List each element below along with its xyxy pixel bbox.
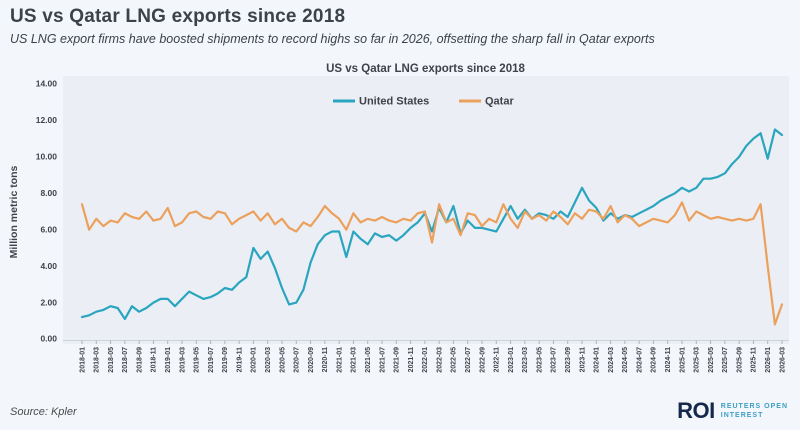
x-tick-label: 2024-03 (608, 347, 615, 373)
y-tick-label: 2.00 (40, 297, 57, 307)
x-tick-label: 2018-01 (79, 347, 86, 373)
x-tick-label: 2024-09 (651, 347, 658, 373)
x-tick-label: 2024-07 (636, 347, 643, 373)
x-tick-label: 2020-01 (251, 347, 258, 373)
roi-logo-line2: INTEREST (720, 412, 764, 419)
page-subtitle: US LNG export firms have boosted shipmen… (10, 32, 655, 46)
x-tick-label: 2023-05 (536, 347, 543, 373)
header: US vs Qatar LNG exports since 2018 US LN… (10, 6, 790, 46)
x-tick-label: 2018-09 (136, 347, 143, 373)
x-tick-label: 2021-07 (379, 347, 386, 373)
x-tick-label: 2019-01 (165, 347, 172, 373)
source-note: Source: Kpler (10, 406, 77, 418)
series-line-united-states (80, 128, 784, 321)
x-tick-label: 2025-01 (679, 347, 686, 373)
x-tick-label: 2022-11 (494, 347, 501, 372)
plot-area (63, 76, 789, 344)
x-tick-label: 2019-03 (179, 347, 186, 373)
roi-logo-text: REUTERS OPEN INTEREST (721, 402, 788, 421)
legend-label-united-states: United States (359, 96, 429, 108)
x-tick-label: 2023-11 (579, 347, 586, 372)
x-tick-label: 2023-09 (565, 347, 572, 373)
x-tick-label: 2020-07 (294, 347, 301, 373)
x-tick-label: 2018-11 (151, 347, 158, 372)
lng-line-chart: 0.00 2.00 4.00 6.00 8.00 10.00 12.00 14.00 Milli… (8, 76, 789, 373)
legend-label-qatar: Qatar (485, 96, 514, 108)
x-tick-label: 2019-05 (194, 347, 201, 373)
x-tick-label: 2026-03 (779, 347, 786, 373)
x-tick-label: 2023-01 (508, 347, 515, 373)
y-tick-label: 0.00 (40, 334, 57, 344)
x-tick-label: 2020-11 (322, 347, 329, 372)
x-tick-label: 2022-09 (479, 347, 486, 373)
y-tick-label: 12.00 (36, 115, 58, 125)
x-tick-label: 2022-07 (465, 347, 472, 373)
x-tick-label: 2019-09 (222, 347, 229, 373)
x-tick-label: 2020-03 (265, 347, 272, 373)
x-tick-label: 2021-01 (336, 347, 343, 373)
x-tick-label: 2019-07 (208, 347, 215, 373)
x-tick-label: 2025-03 (694, 347, 701, 373)
y-tick-label: 8.00 (40, 188, 57, 198)
x-tick-label: 2026-01 (765, 347, 772, 373)
y-tick-label: 14.00 (36, 79, 58, 89)
roi-logo-line1: REUTERS OPEN (720, 402, 788, 410)
page-title: US vs Qatar LNG exports since 2018 (10, 6, 346, 27)
x-tick-label: 2019-11 (236, 347, 243, 372)
x-tick-label: 2018-05 (108, 347, 115, 373)
y-tick-label: 10.00 (36, 152, 58, 162)
x-tick-label: 2024-05 (622, 347, 629, 373)
x-tick-label: 2025-09 (736, 347, 743, 373)
x-tick-label: 2022-05 (451, 347, 458, 373)
roi-logo: ROI REUTERS OPEN INTEREST (677, 400, 788, 422)
x-tick-label: 2018-07 (122, 347, 129, 373)
x-tick-label: 2021-03 (351, 347, 358, 373)
x-tick-label: 2022-01 (422, 347, 429, 373)
roi-logo-abbr: ROI (677, 398, 715, 423)
x-tick-label: 2024-11 (665, 347, 672, 372)
x-tick-label: 2020-05 (279, 347, 286, 373)
x-tick-label: 2020-09 (308, 347, 315, 373)
x-tick-label: 2025-07 (722, 347, 729, 373)
series-line-qatar (80, 201, 784, 326)
x-tick-label: 2018-03 (94, 347, 101, 373)
y-tick-label: 6.00 (40, 224, 57, 234)
x-tick-label: 2022-03 (436, 347, 443, 373)
x-tick-label: 2023-03 (522, 347, 529, 373)
x-tick-label: 2021-05 (365, 347, 372, 373)
y-tick-label: 4.00 (40, 261, 57, 271)
x-tick-label: 2024-01 (594, 347, 601, 373)
y-axis-title: Million metric tons (8, 165, 20, 258)
x-tick-label: 2023-07 (551, 347, 558, 373)
footer: Source: Kpler ROI REUTERS OPEN INTEREST (10, 392, 788, 422)
x-tick-label: 2025-05 (708, 347, 715, 373)
chart-title: US vs Qatar LNG exports since 2018 (326, 63, 525, 75)
x-tick-label: 2021-09 (394, 347, 401, 373)
x-tick-label: 2025-11 (751, 347, 758, 372)
x-tick-label: 2021-11 (408, 347, 415, 372)
